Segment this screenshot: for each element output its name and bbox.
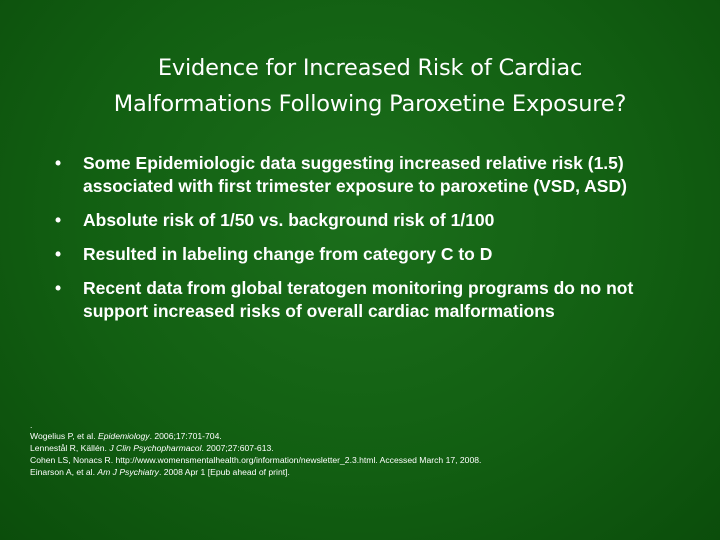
bullet-text: Recent data from global teratogen monito… — [83, 278, 634, 321]
slide-title: Evidence for Increased Risk of Cardiac M… — [30, 50, 710, 122]
reference-item: Lennestål R, Källén. J Clin Psychopharma… — [30, 442, 710, 454]
bullet-dot-icon: • — [55, 210, 62, 230]
reference-item: Cohen LS, Nonacs R. http://www.womensmen… — [30, 454, 710, 466]
references: . Wogelius P, et al. Epidemiology. 2006;… — [30, 421, 710, 478]
bullet-item: • Recent data from global teratogen moni… — [55, 277, 685, 323]
reference-citation: . 2008 Apr 1 [Epub ahead of print]. — [158, 467, 290, 477]
bullet-text: Absolute risk of 1/50 vs. background ris… — [83, 210, 495, 230]
reference-authors: Cohen LS, Nonacs R. http://www.womensmen… — [30, 455, 482, 465]
reference-citation: . 2007;27:607-613. — [201, 443, 274, 453]
bullet-dot-icon: • — [55, 153, 62, 173]
bullet-item: • Resulted in labeling change from categ… — [55, 243, 685, 266]
reference-journal: Epidemiology — [98, 431, 150, 441]
bullet-list: • Some Epidemiologic data suggesting inc… — [55, 152, 685, 334]
reference-authors: Lennestål R, Källén. — [30, 443, 110, 453]
title-line-2: Malformations Following Paroxetine Expos… — [113, 91, 627, 117]
title-line-1: Evidence for Increased Risk of Cardiac — [157, 55, 583, 81]
reference-item: Einarson A, et al. Am J Psychiatry. 2008… — [30, 466, 710, 478]
reference-authors: Wogelius P, et al. — [30, 431, 98, 441]
bullet-dot-icon: • — [55, 278, 62, 298]
bullet-item: • Absolute risk of 1/50 vs. background r… — [55, 209, 685, 232]
bullet-dot-icon: • — [55, 244, 62, 264]
reference-journal: Am J Psychiatry — [97, 467, 159, 477]
reference-journal: J Clin Psychopharmacol — [109, 443, 202, 453]
bullet-text: Resulted in labeling change from categor… — [83, 244, 493, 264]
reference-citation: . 2006;17:701-704. — [149, 431, 222, 441]
reference-authors: Einarson A, et al. — [30, 467, 98, 477]
bullet-text: Some Epidemiologic data suggesting incre… — [83, 153, 627, 196]
bullet-item: • Some Epidemiologic data suggesting inc… — [55, 152, 685, 198]
reference-item: Wogelius P, et al. Epidemiology. 2006;17… — [30, 430, 710, 442]
references-mark: . — [30, 420, 33, 430]
